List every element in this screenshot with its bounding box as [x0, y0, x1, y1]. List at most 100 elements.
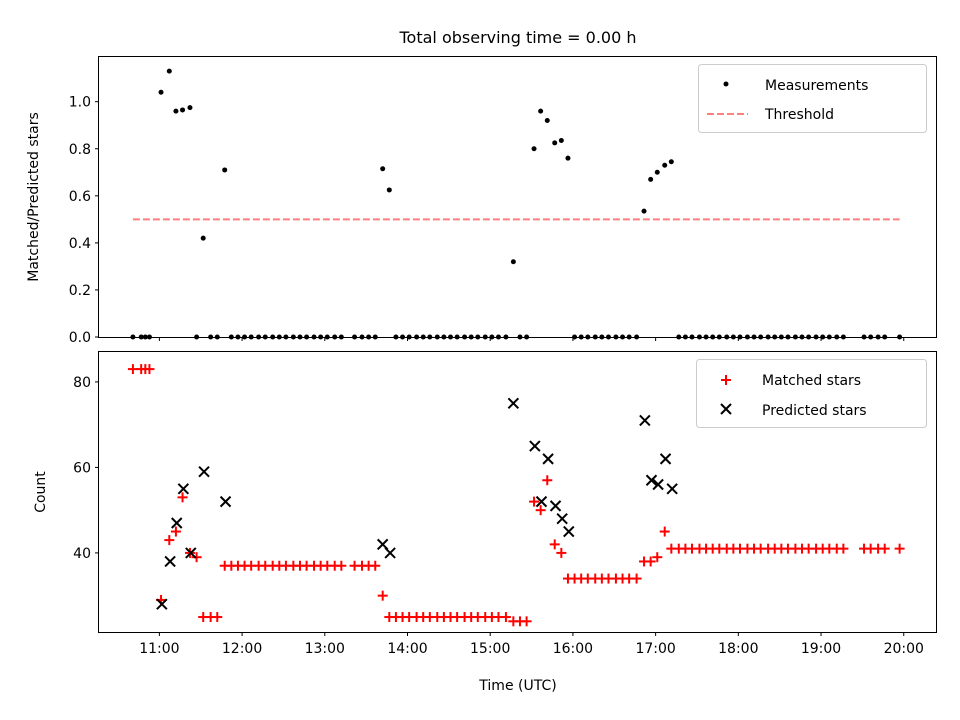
measurement-point [662, 162, 668, 168]
matched-point [212, 612, 223, 623]
ratio-y-tick-label: 0.0 [69, 330, 91, 346]
predicted-point [171, 517, 183, 529]
count-x-tick-label: 17:00 [635, 641, 675, 657]
legend-matched-label: Matched stars [762, 373, 861, 389]
matched-point [556, 547, 567, 558]
matched-point [652, 552, 663, 563]
measurement-point [641, 208, 647, 214]
ratio-y-ticks: 0.0 0.2 0.4 0.6 0.8 1.0 [69, 95, 99, 346]
count-y-tick-label: 80 [73, 375, 91, 391]
measurement-point [668, 159, 674, 165]
ratio-legend: Measurements Threshold [698, 64, 927, 133]
count-panel: 40 60 80 11:00 12:00 13:00 14:00 15:00 16:00 17:… [33, 351, 937, 694]
count-x-label: Time (UTC) [478, 678, 556, 694]
predicted-point [549, 500, 562, 512]
matched-point [521, 616, 532, 627]
count-x-tick-label: 12:00 [222, 641, 262, 657]
legend-predicted-marker [720, 403, 732, 415]
measurement-point [173, 108, 179, 114]
measurement-point [558, 138, 564, 144]
matched-point [549, 539, 560, 550]
predicted-point [219, 495, 232, 508]
matched-stars-series [127, 364, 905, 627]
count-legend: Matched stars Predicted stars [696, 359, 927, 428]
ratio-y-tick-label: 0.2 [69, 283, 91, 299]
count-axes-frame [98, 351, 937, 633]
predicted-point [156, 598, 168, 610]
matched-point [879, 543, 890, 554]
count-x-tick-label: 18:00 [718, 641, 758, 657]
measurement-point [648, 176, 654, 182]
count-x-ticks: 11:00 12:00 13:00 14:00 15:00 16:00 17:00 18:00… [139, 632, 924, 657]
chart-title: Total observing time = 0.00 h [398, 28, 636, 47]
measurement-point [187, 105, 193, 111]
count-y-ticks: 40 60 80 [73, 375, 99, 562]
predicted-point [384, 547, 396, 559]
matched-point [144, 364, 155, 375]
predicted-point [177, 483, 190, 495]
legend-matched-marker [721, 375, 731, 385]
legend-measurements-marker [723, 81, 729, 87]
legend-threshold-label: Threshold [764, 107, 834, 123]
measurement-point [531, 146, 537, 152]
ratio-panel: 0.0 0.2 0.4 0.6 0.8 1.0 Matched/Predicted sta… [26, 56, 937, 346]
predicted-point [563, 525, 575, 538]
measurement-point [510, 259, 516, 265]
matched-point [542, 475, 553, 486]
matched-point [535, 505, 546, 516]
count-x-tick-label: 16:00 [553, 641, 593, 657]
count-y-tick-label: 60 [73, 460, 91, 476]
matched-point [659, 526, 670, 537]
measurement-point [565, 155, 571, 161]
matched-point [631, 573, 642, 584]
count-plot-area [127, 364, 905, 627]
predicted-point [645, 474, 658, 486]
predicted-point [164, 555, 176, 568]
ratio-y-tick-label: 0.8 [69, 142, 91, 158]
measurement-point [552, 140, 558, 146]
predicted-point [659, 453, 672, 465]
count-legend-box [696, 359, 927, 428]
predicted-point [198, 465, 210, 478]
predicted-point [652, 478, 664, 491]
matched-point [336, 560, 347, 571]
matched-point [838, 543, 849, 554]
predicted-point [556, 513, 568, 525]
predicted-point [666, 483, 678, 495]
matched-point [191, 552, 202, 563]
count-y-label: Count [33, 471, 49, 513]
measurement-point [654, 169, 660, 175]
matched-point [529, 496, 540, 507]
measurement-point [158, 89, 164, 95]
measurement-point [544, 118, 550, 124]
matched-point [164, 535, 175, 546]
ratio-y-tick-label: 0.4 [69, 236, 91, 252]
matched-point [645, 556, 656, 567]
predicted-stars-series [156, 397, 678, 610]
count-x-tick-label: 19:00 [801, 641, 841, 657]
measurement-point [386, 187, 392, 193]
count-x-tick-label: 15:00 [470, 641, 510, 657]
predicted-point [542, 453, 554, 465]
legend-measurements-label: Measurements [765, 78, 868, 94]
ratio-y-label: Matched/Predicted stars [26, 112, 42, 282]
predicted-point [185, 547, 197, 559]
predicted-point [639, 414, 651, 427]
measurement-point [166, 68, 172, 74]
matched-point [177, 492, 188, 503]
measurement-point [538, 108, 544, 114]
measurement-point [200, 235, 206, 241]
count-x-tick-label: 14:00 [387, 641, 427, 657]
count-y-tick-label: 40 [73, 546, 91, 562]
matched-point [377, 590, 388, 601]
matched-point [370, 560, 381, 571]
ratio-y-tick-label: 0.6 [69, 189, 91, 205]
matched-point [500, 612, 511, 623]
count-x-tick-label: 20:00 [884, 641, 924, 657]
ratio-y-tick-label: 1.0 [69, 95, 91, 111]
count-x-tick-label: 13:00 [305, 641, 345, 657]
matched-point [894, 543, 905, 554]
ratio-axes-frame [98, 56, 937, 338]
measurement-point [222, 167, 228, 173]
